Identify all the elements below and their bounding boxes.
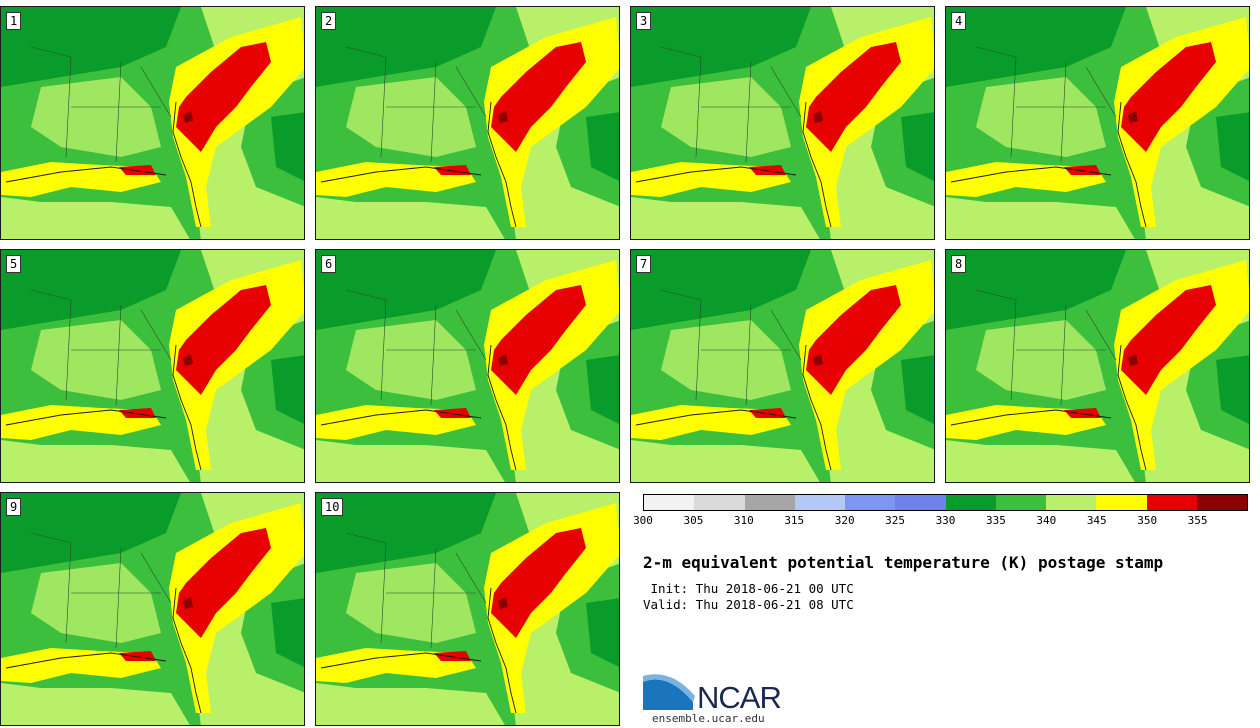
member-label-3: 3 [636, 12, 652, 30]
colorbar-tick: 325 [885, 514, 906, 527]
member-label-7: 7 [636, 255, 652, 273]
colorbar-tick: 320 [834, 514, 855, 527]
colorbar-tick: 300 [633, 514, 653, 527]
map-2 [316, 7, 619, 239]
colorbar-swatch [744, 495, 795, 510]
logo-url: ensemble.ucar.edu [652, 712, 765, 725]
colorbar-swatch [1196, 495, 1247, 510]
colorbar-swatch [1146, 495, 1197, 510]
member-label-10: 10 [321, 498, 344, 516]
colorbar-tick: 310 [733, 514, 754, 527]
ncar-logo-icon [643, 674, 695, 710]
colorbar-swatch [1096, 495, 1147, 510]
colorbar-tick: 350 [1137, 514, 1158, 527]
colorbar-tick: 345 [1086, 514, 1107, 527]
colorbar-swatch [1046, 495, 1097, 510]
colorbar-swatch [794, 495, 845, 510]
colorbar-tick-labels: 300 305 310 315 320 325 330 335 340 345 350 355 [633, 514, 1248, 530]
member-label-1: 1 [6, 12, 22, 30]
colorbar-tick: 315 [784, 514, 805, 527]
map-3 [631, 7, 934, 239]
member-panel-1: 1 [0, 6, 305, 240]
plot-title: 2-m equivalent potential temperature (K)… [643, 553, 1164, 572]
member-panel-10: 10 [315, 492, 620, 726]
map-8 [946, 250, 1249, 482]
member-panel-8: 8 [945, 249, 1250, 483]
member-label-2: 2 [321, 12, 337, 30]
member-label-4: 4 [951, 12, 967, 30]
colorbar-tick: 355 [1187, 514, 1208, 527]
member-label-5: 5 [6, 255, 22, 273]
colorbar-swatch [644, 495, 695, 510]
member-label-9: 9 [6, 498, 22, 516]
map-1 [1, 7, 304, 239]
member-panel-6: 6 [315, 249, 620, 483]
colorbar-swatch [694, 495, 745, 510]
colorbar-swatch [945, 495, 996, 510]
map-10 [316, 493, 619, 725]
colorbar-tick: 330 [935, 514, 956, 527]
member-panel-5: 5 [0, 249, 305, 483]
member-panel-7: 7 [630, 249, 935, 483]
valid-time: Valid: Thu 2018-06-21 08 UTC [643, 597, 854, 612]
colorbar-tick: 340 [1036, 514, 1057, 527]
map-4 [946, 7, 1249, 239]
colorbar-swatch [845, 495, 896, 510]
map-9 [1, 493, 304, 725]
member-panel-9: 9 [0, 492, 305, 726]
colorbar-swatch [895, 495, 946, 510]
colorbar-tick: 305 [683, 514, 704, 527]
member-panel-3: 3 [630, 6, 935, 240]
logo-name: NCAR [697, 680, 782, 715]
colorbar-tick: 335 [985, 514, 1006, 527]
member-panel-2: 2 [315, 6, 620, 240]
map-6 [316, 250, 619, 482]
init-time: Init: Thu 2018-06-21 00 UTC [643, 581, 854, 596]
map-5 [1, 250, 304, 482]
member-label-6: 6 [321, 255, 337, 273]
colorbar-swatch [995, 495, 1046, 510]
colorbar [643, 494, 1248, 511]
map-7 [631, 250, 934, 482]
member-label-8: 8 [951, 255, 967, 273]
member-panel-4: 4 [945, 6, 1250, 240]
